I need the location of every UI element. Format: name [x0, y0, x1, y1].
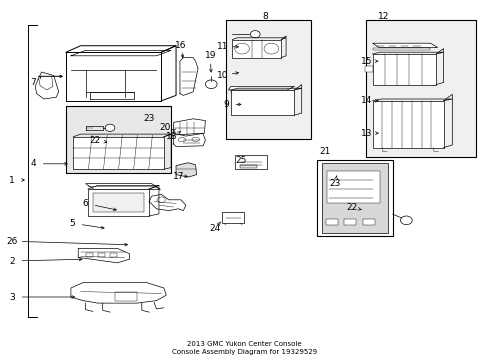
Bar: [230, 90, 294, 115]
Bar: [362, 219, 374, 225]
Text: 3: 3: [9, 292, 15, 302]
Bar: [325, 219, 337, 225]
Text: 8: 8: [262, 12, 267, 21]
Text: 23: 23: [143, 114, 155, 123]
Circle shape: [250, 31, 260, 38]
Bar: [93, 193, 144, 212]
Text: 15: 15: [360, 57, 372, 66]
Bar: [115, 292, 137, 301]
Bar: [344, 219, 356, 225]
Text: 9: 9: [223, 100, 228, 109]
Text: 1: 1: [9, 176, 15, 185]
Text: 17: 17: [172, 172, 184, 181]
Text: 26: 26: [6, 237, 18, 246]
Ellipse shape: [234, 43, 249, 54]
Bar: [225, 20, 311, 139]
Polygon shape: [372, 48, 429, 50]
Bar: [321, 163, 387, 233]
Bar: [222, 212, 244, 223]
Text: 12: 12: [377, 12, 389, 21]
Text: 25: 25: [235, 156, 246, 165]
Polygon shape: [230, 91, 294, 93]
Bar: [365, 20, 475, 157]
Text: 24: 24: [209, 224, 221, 233]
Text: 22: 22: [89, 136, 101, 145]
Text: 22: 22: [346, 202, 357, 212]
Text: 7: 7: [30, 78, 36, 87]
Bar: [98, 253, 105, 257]
Text: 16: 16: [175, 41, 186, 50]
Text: 13: 13: [360, 129, 372, 138]
Bar: [232, 40, 281, 58]
Text: 20: 20: [159, 123, 171, 132]
Text: 6: 6: [82, 199, 88, 208]
Bar: [85, 253, 93, 257]
Polygon shape: [372, 43, 437, 48]
Bar: [234, 155, 266, 169]
Text: 2013 GMC Yukon Center Console
Console Assembly Diagram for 19329529: 2013 GMC Yukon Center Console Console As…: [172, 341, 316, 355]
Ellipse shape: [178, 138, 185, 142]
Text: 11: 11: [216, 42, 228, 51]
Text: 4: 4: [30, 159, 36, 168]
Bar: [239, 165, 256, 168]
Bar: [372, 101, 443, 148]
Text: 2: 2: [9, 256, 15, 266]
Text: 18: 18: [166, 132, 178, 141]
Text: 19: 19: [204, 51, 216, 60]
Ellipse shape: [264, 43, 278, 54]
Bar: [110, 253, 117, 257]
Bar: [316, 160, 392, 236]
Circle shape: [205, 80, 217, 89]
Ellipse shape: [192, 137, 199, 141]
Bar: [73, 137, 163, 169]
Text: 21: 21: [319, 147, 330, 156]
Bar: [88, 189, 149, 216]
Circle shape: [105, 124, 115, 131]
Bar: [326, 171, 380, 203]
Circle shape: [157, 197, 165, 203]
Text: 10: 10: [216, 71, 228, 80]
Polygon shape: [176, 163, 196, 177]
Bar: [365, 66, 372, 72]
Text: 5: 5: [69, 219, 75, 228]
Polygon shape: [228, 86, 294, 90]
FancyBboxPatch shape: [66, 106, 171, 173]
Circle shape: [400, 216, 411, 225]
Bar: [372, 54, 435, 85]
Polygon shape: [85, 184, 160, 189]
Text: 14: 14: [360, 96, 372, 105]
Text: 23: 23: [328, 179, 340, 188]
